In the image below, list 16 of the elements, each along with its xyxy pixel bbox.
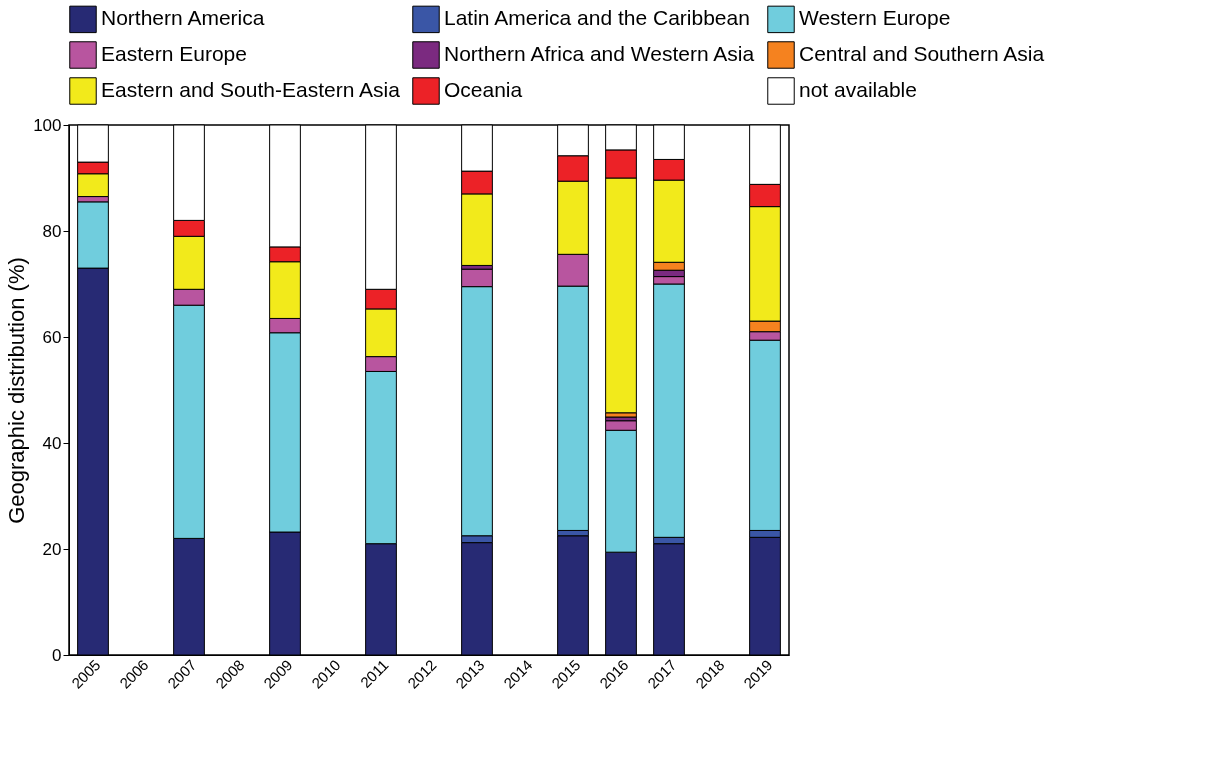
y-tick-label: 80 <box>42 221 62 241</box>
legend-label: Northern America <box>101 6 265 30</box>
legend-label: Northern Africa and Western Asia <box>444 42 755 65</box>
y-axis-title: Geographic distribution (%) <box>4 257 30 524</box>
legend-label: not available <box>799 78 917 101</box>
y-tick-label: 0 <box>52 645 62 665</box>
y-tick-label: 60 <box>42 327 62 347</box>
legend-label: Oceania <box>444 78 523 101</box>
y-tick-label: 40 <box>42 433 62 453</box>
legend-label: Eastern and South-Eastern Asia <box>101 78 401 101</box>
legend-label: Central and Southern Asia <box>799 42 1045 65</box>
legend-label: Western Europe <box>799 6 951 30</box>
legend-label: Eastern Europe <box>101 42 247 65</box>
legend-label: Latin America and the Caribbean <box>444 6 750 30</box>
y-tick-label: 20 <box>42 539 62 559</box>
y-tick-label: 100 <box>33 115 62 135</box>
